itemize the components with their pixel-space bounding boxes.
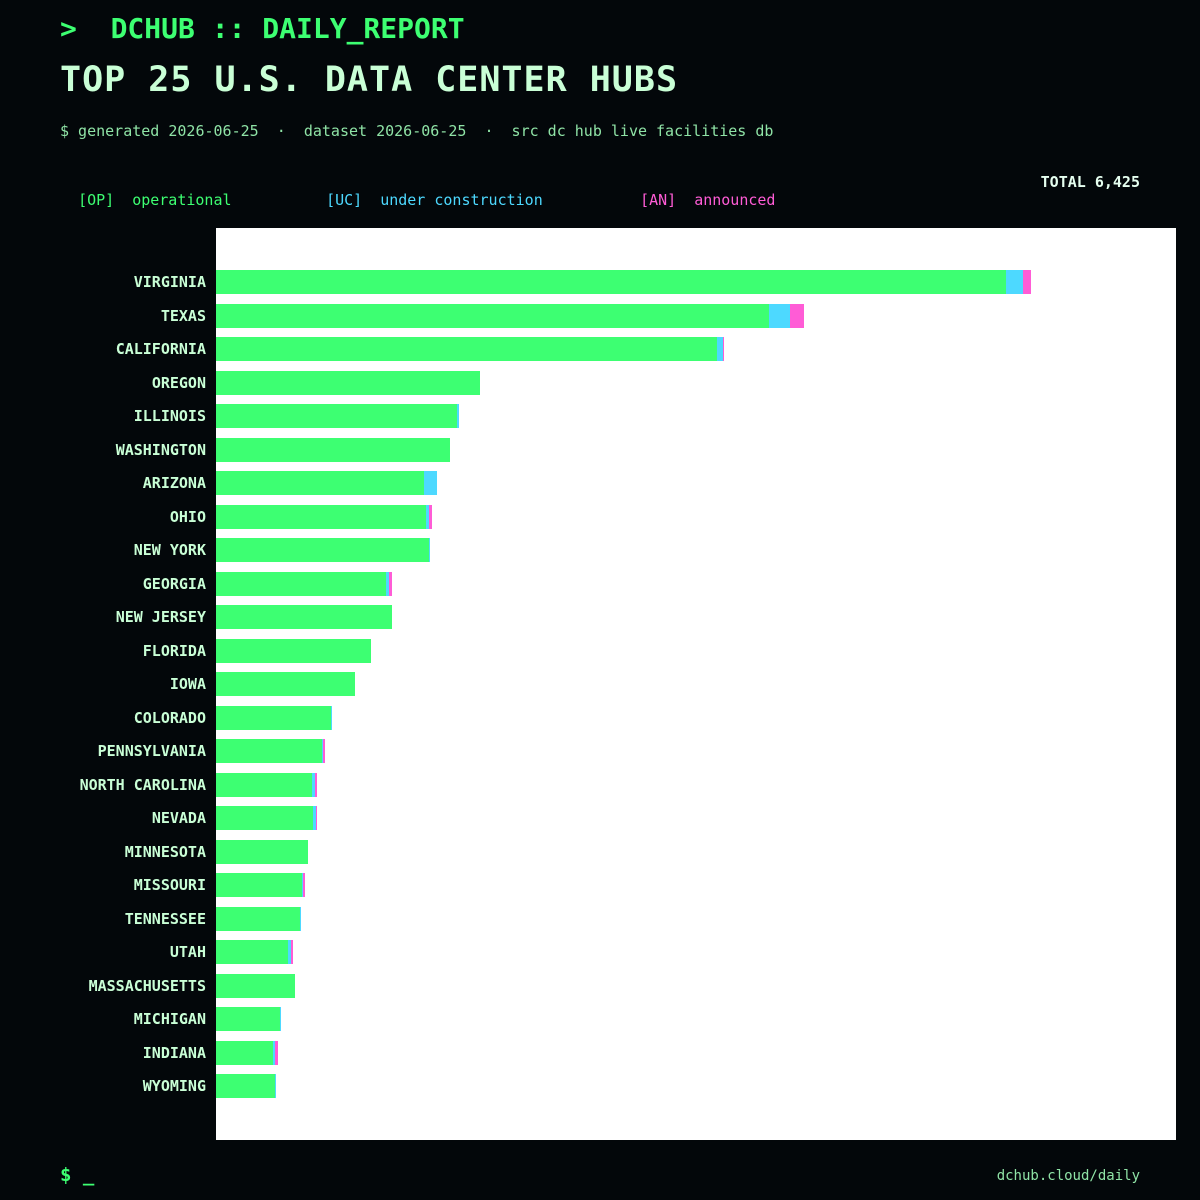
category-label: FLORIDA [142, 641, 206, 660]
bar-operational-california [216, 337, 718, 361]
category-label: COLORADO [133, 708, 206, 727]
category-label: CALIFORNIA [115, 340, 206, 358]
category-label: NEW JERSEY [115, 608, 206, 626]
bar-under-construction-california [717, 337, 723, 361]
bar-under-construction-virginia [1005, 270, 1024, 294]
category-label: NEVADA [151, 809, 206, 827]
bar-operational-michigan [216, 1007, 280, 1031]
legend-under-construction: [UC] under construction [308, 173, 543, 209]
bar-announced-indiana [275, 1040, 279, 1065]
bar-under-construction-pennsylvania [322, 739, 323, 763]
legend-op-tag: [OP] [78, 191, 115, 209]
category-label: MASSACHUSETTS [88, 976, 206, 995]
bar-operational-washington [216, 437, 451, 462]
category-label: OREGON [151, 373, 206, 392]
bar-announced-missouri [302, 873, 305, 897]
bar-announced-virginia [1023, 270, 1031, 294]
category-label: IOWA [169, 675, 206, 693]
bar-operational-minnesota [216, 839, 309, 864]
bar-operational-new-york [216, 538, 430, 562]
bar-operational-indiana [216, 1040, 273, 1065]
bar-operational-pennsylvania [216, 739, 323, 763]
bar-operational-ohio [216, 504, 427, 529]
bar-announced-ohio [429, 504, 432, 529]
bar-under-construction-indiana [272, 1040, 276, 1065]
bar-operational-tennessee [216, 906, 301, 931]
bar-operational-colorado [216, 705, 332, 730]
bar-announced-pennsylvania [322, 739, 325, 763]
legend-op-label: operational [132, 191, 232, 209]
category-label: VIRGINIA [133, 273, 206, 291]
bar-announced-utah [290, 940, 293, 964]
legend-an-tag: [AN] [640, 191, 677, 209]
legend-uc-tag: [UC] [326, 191, 363, 209]
report-meta: $ generated 2026-06-25 · dataset 2026-06… [60, 122, 774, 140]
bar-operational-missouri [216, 873, 302, 897]
bar-under-construction-colorado [331, 705, 333, 730]
bar-under-construction-texas [769, 303, 791, 328]
bar-operational-new-jersey [216, 605, 393, 629]
bar-operational-illinois [216, 404, 458, 428]
bar-operational-florida [216, 638, 372, 663]
category-label: PENNSYLVANIA [97, 742, 206, 760]
bar-under-construction-north-carolina [312, 772, 315, 797]
category-label: ILLINOIS [133, 407, 206, 425]
legend-announced: [AN] announced [622, 173, 775, 209]
category-label: NEW YORK [133, 541, 206, 559]
category-label: OHIO [169, 507, 206, 526]
bar-under-construction-arizona [424, 471, 438, 495]
report-prompt: > DCHUB :: DAILY_REPORT [60, 12, 465, 45]
category-label: WASHINGTON [115, 440, 206, 459]
bar-operational-oregon [216, 370, 481, 395]
bar-under-construction-illinois [457, 404, 460, 428]
total-count: TOTAL 6,425 [1040, 173, 1140, 191]
bar-under-construction-new-york [429, 538, 430, 562]
bar-under-construction-utah [288, 940, 291, 964]
bar-operational-wyoming [216, 1074, 276, 1098]
bar-operational-texas [216, 303, 770, 328]
bar-operational-iowa [216, 672, 355, 696]
category-label: TEXAS [160, 306, 206, 325]
bar-announced-north-carolina [314, 772, 317, 797]
bar-operational-georgia [216, 571, 387, 596]
footer-link[interactable]: dchub.cloud/daily [996, 1168, 1140, 1184]
category-label: MICHIGAN [133, 1010, 206, 1028]
bar-operational-arizona [216, 471, 425, 495]
bar-operational-nevada [216, 806, 313, 830]
category-label: GEORGIA [142, 574, 206, 593]
legend-uc-label: under construction [380, 191, 543, 209]
bar-under-construction-wyoming [275, 1074, 277, 1098]
legend-operational: [OP] operational [60, 173, 232, 209]
bar-announced-texas [790, 303, 804, 328]
page-title: TOP 25 U.S. DATA CENTER HUBS [60, 60, 679, 100]
category-label: ARIZONA [142, 474, 206, 492]
bar-under-construction-ohio [426, 504, 430, 529]
bar-under-construction-tennessee [300, 906, 302, 931]
footer-prompt: $ _ [60, 1164, 95, 1186]
bar-under-construction-missouri [301, 873, 303, 897]
bar-operational-virginia [216, 270, 1006, 294]
bar-under-construction-michigan [280, 1007, 281, 1031]
category-label: WYOMING [142, 1077, 206, 1095]
category-label: TENNESSEE [124, 909, 206, 928]
bar-operational-massachusetts [216, 973, 295, 998]
bar-operational-utah [216, 940, 289, 964]
bar-under-construction-georgia [386, 571, 389, 596]
category-label: UTAH [169, 943, 206, 961]
category-label: MINNESOTA [124, 842, 206, 861]
chart-plot-area [216, 228, 1176, 1140]
bar-under-construction-nevada [312, 806, 316, 830]
legend-an-label: announced [694, 191, 776, 209]
category-label: INDIANA [142, 1043, 206, 1062]
bar-operational-north-carolina [216, 772, 312, 797]
bar-announced-nevada [315, 806, 317, 830]
category-label: MISSOURI [133, 876, 206, 894]
bar-announced-georgia [388, 571, 393, 596]
bar-announced-california [722, 337, 724, 361]
category-label: NORTH CAROLINA [79, 775, 206, 794]
